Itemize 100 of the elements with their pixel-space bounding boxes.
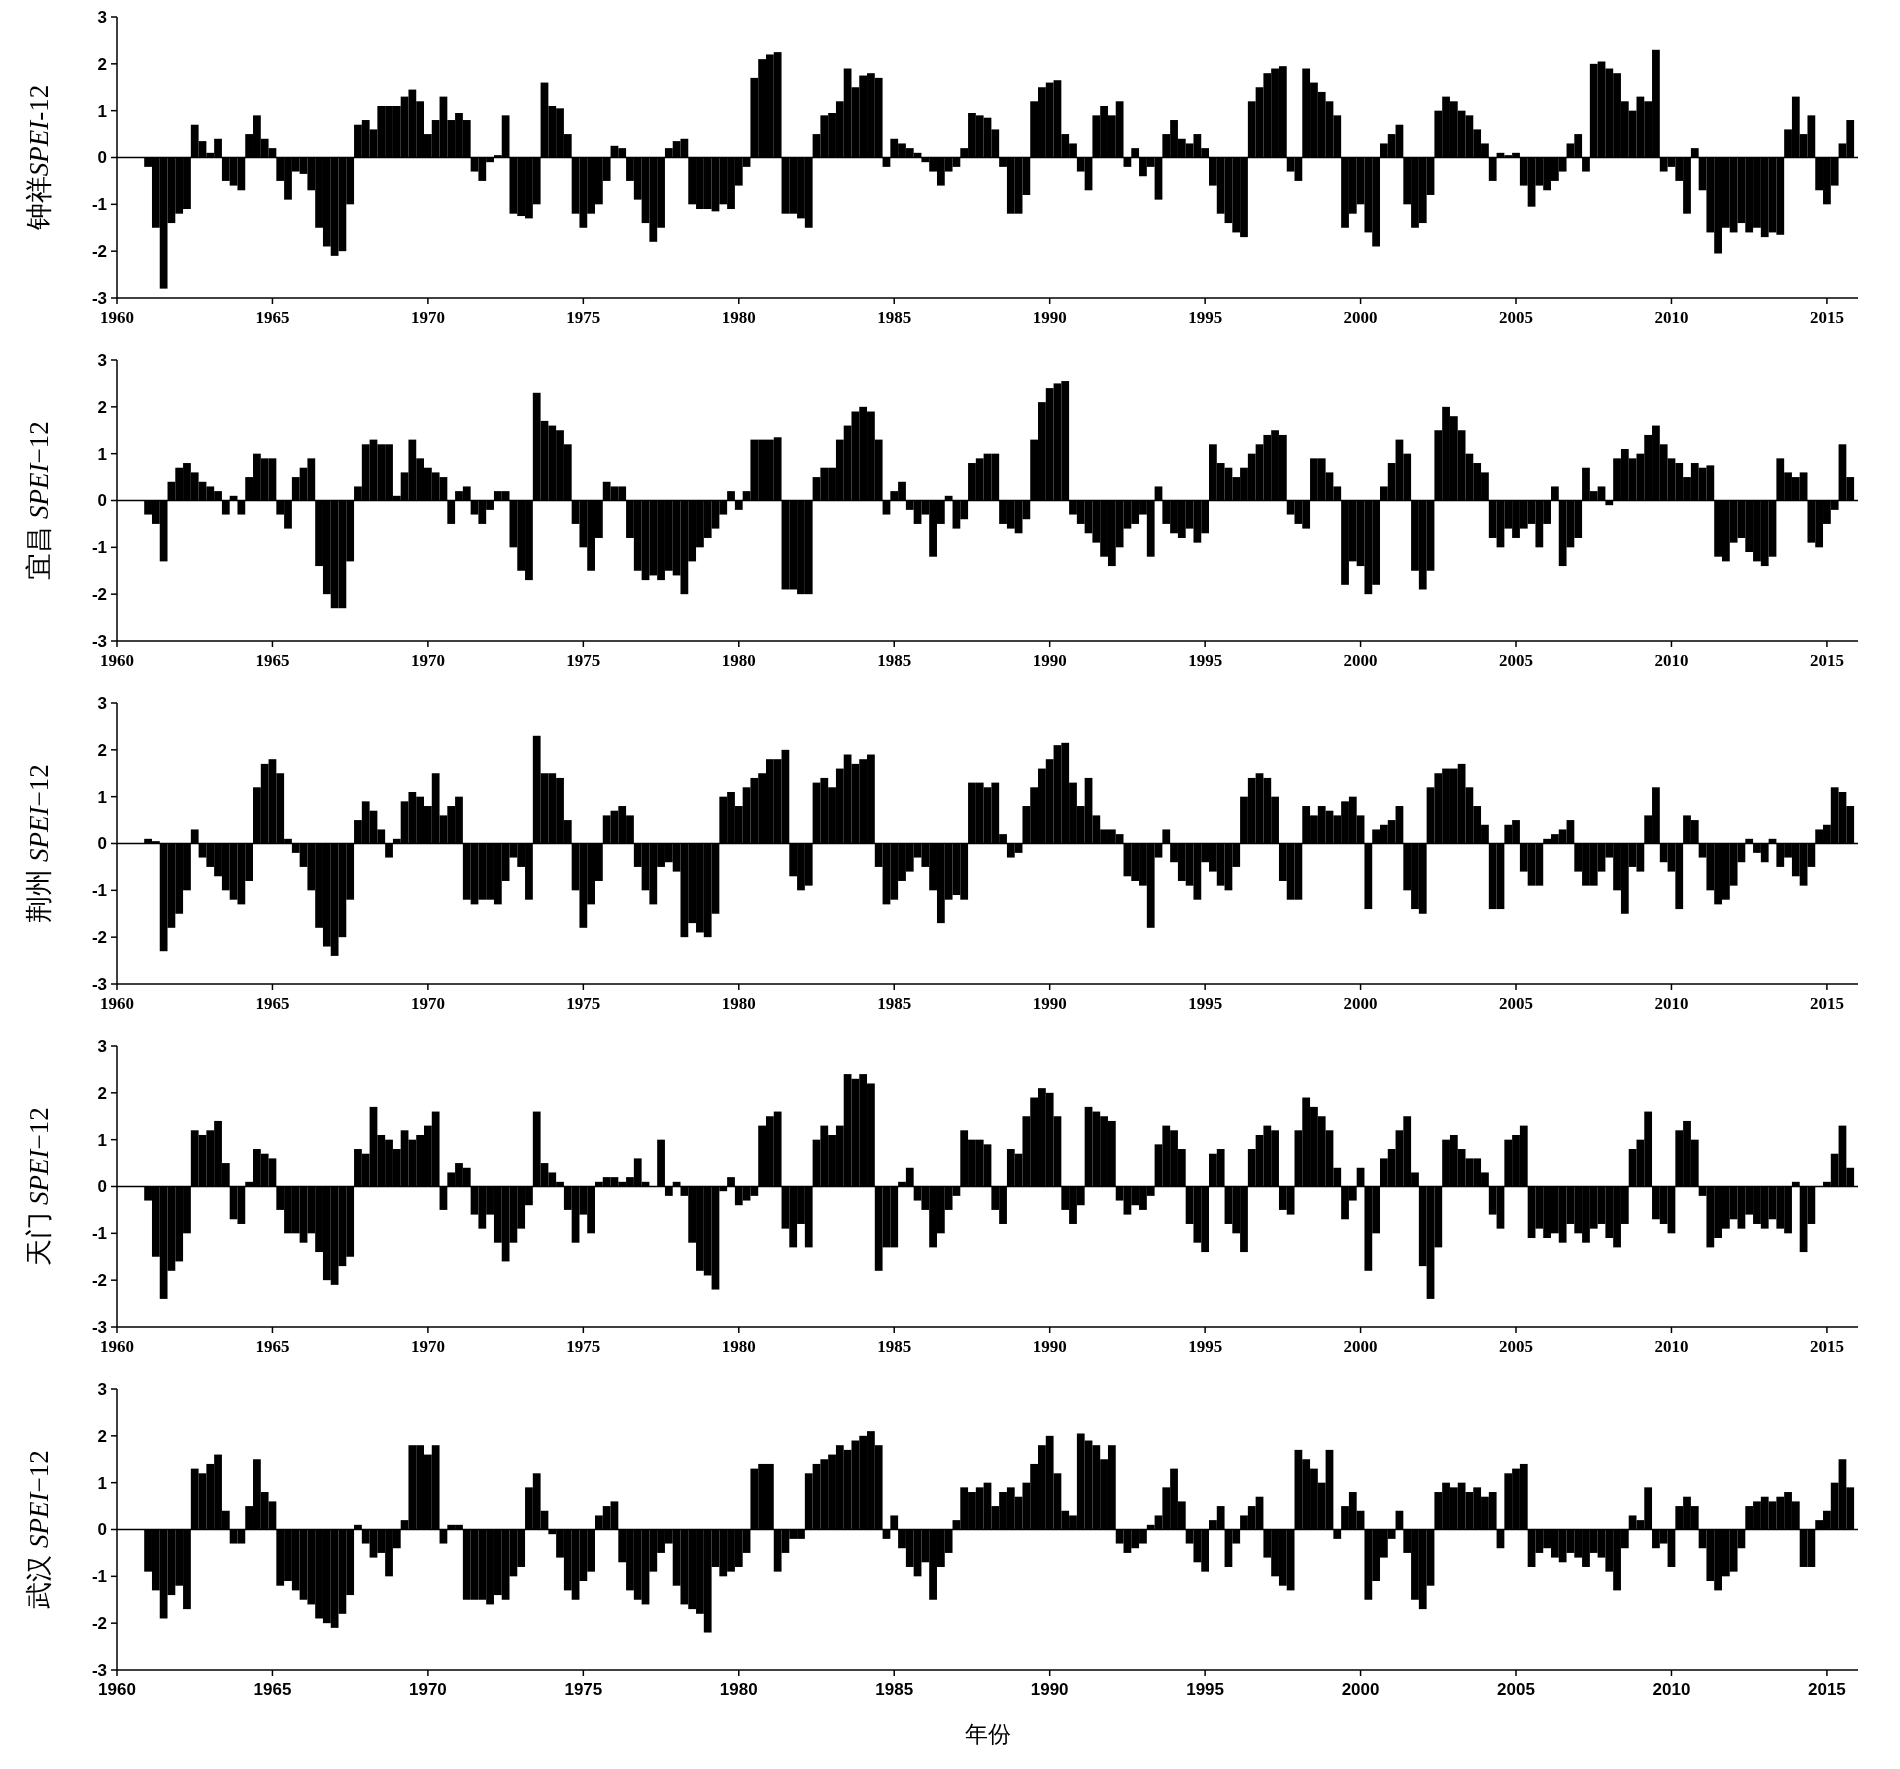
- x-tick-label: 1980: [719, 1680, 758, 1699]
- x-tick-label: 1960: [100, 1337, 134, 1356]
- x-tick-label: 1990: [1032, 994, 1067, 1013]
- x-tick-label: 1980: [721, 308, 756, 327]
- y-tick-label: 0: [97, 1520, 107, 1540]
- x-tick-label: 1990: [1030, 1680, 1069, 1699]
- x-tick-label: 2005: [1499, 994, 1534, 1013]
- y-tick-label: -2: [91, 585, 107, 605]
- y-tick-label: -3: [91, 1660, 107, 1680]
- x-tick-label: 2005: [1499, 1337, 1534, 1356]
- x-tick-label: 2000: [1341, 1680, 1380, 1699]
- x-tick-label: 1980: [721, 994, 756, 1013]
- y-axis-title: 天门 SPEI−12: [24, 1107, 54, 1266]
- x-tick-label: 1985: [877, 651, 912, 670]
- x-tick-label: 1965: [255, 994, 290, 1013]
- x-tick-label: 2005: [1497, 1680, 1535, 1699]
- y-tick-label: 2: [97, 740, 107, 760]
- y-tick-label: -2: [91, 242, 107, 262]
- y-axis-title: 荆州 SPEI−12: [24, 764, 54, 923]
- y-tick-label: -2: [91, 1271, 107, 1291]
- y-tick-label: 2: [97, 1083, 107, 1103]
- x-tick-label: 1995: [1186, 1680, 1225, 1699]
- y-tick-label: 2: [97, 54, 107, 74]
- y-tick-label: 3: [97, 1379, 107, 1399]
- y-tick-label: 2: [97, 397, 107, 417]
- x-tick-label: 2010: [1654, 308, 1689, 327]
- y-tick-label: -3: [91, 631, 107, 651]
- x-tick-label: 1970: [408, 1680, 447, 1699]
- x-tick-label: 1985: [877, 308, 912, 327]
- y-tick-label: 0: [97, 148, 107, 168]
- x-tick-label: 1975: [564, 1680, 603, 1699]
- y-tick-label: -1: [91, 1567, 107, 1587]
- y-tick-label: -2: [91, 1614, 107, 1634]
- x-tick-label: 1995: [1188, 1337, 1223, 1356]
- x-tick-label: 1960: [100, 308, 134, 327]
- y-tick-label: 3: [97, 693, 107, 713]
- x-tick-label: 2010: [1654, 994, 1689, 1013]
- y-tick-label: -1: [91, 881, 107, 901]
- x-tick-label: 2010: [1654, 651, 1689, 670]
- x-tick-label: 1995: [1188, 308, 1223, 327]
- x-tick-label: 1965: [255, 651, 290, 670]
- x-tick-label: 1990: [1032, 1337, 1067, 1356]
- y-tick-label: 0: [97, 491, 107, 511]
- x-axis-title: 年份: [964, 1722, 1011, 1747]
- y-tick-label: 3: [97, 350, 107, 370]
- y-tick-label: 1: [97, 444, 107, 464]
- x-tick-label: 1975: [566, 1337, 601, 1356]
- y-tick-label: 3: [97, 7, 107, 27]
- y-tick-label: -3: [91, 1317, 107, 1337]
- x-tick-label: 1960: [100, 994, 134, 1013]
- y-tick-label: 0: [97, 1177, 107, 1197]
- y-tick-label: -1: [91, 538, 107, 558]
- x-tick-label: 2010: [1654, 1337, 1689, 1356]
- x-tick-label: 1985: [875, 1680, 914, 1699]
- y-tick-label: 1: [97, 1473, 107, 1493]
- y-tick-label: -3: [91, 288, 107, 308]
- x-tick-label: 2015: [1809, 651, 1844, 670]
- x-tick-label: 1960: [100, 651, 134, 670]
- y-axis-title: 钟祥SPEI-12: [24, 84, 54, 232]
- x-tick-label: 1965: [255, 1337, 290, 1356]
- y-tick-label: 1: [97, 1130, 107, 1150]
- x-tick-label: 1970: [410, 994, 445, 1013]
- x-tick-label: 1985: [877, 994, 912, 1013]
- x-tick-label: 2015: [1809, 994, 1844, 1013]
- x-tick-label: 1980: [721, 1337, 756, 1356]
- x-tick-label: 2000: [1343, 994, 1378, 1013]
- x-tick-label: 2005: [1499, 651, 1534, 670]
- x-tick-label: 1995: [1188, 651, 1223, 670]
- x-tick-label: 1975: [566, 308, 601, 327]
- x-tick-label: 2000: [1343, 1337, 1378, 1356]
- y-tick-label: 3: [97, 1036, 107, 1056]
- x-tick-label: 2015: [1808, 1680, 1846, 1699]
- y-tick-label: -1: [91, 195, 107, 215]
- x-tick-label: 1995: [1188, 994, 1223, 1013]
- x-tick-label: 2005: [1499, 308, 1534, 327]
- x-tick-label: 1985: [877, 1337, 912, 1356]
- y-tick-label: 0: [97, 834, 107, 854]
- y-tick-label: -1: [91, 1224, 107, 1244]
- x-tick-label: 1970: [410, 308, 445, 327]
- x-tick-label: 1975: [566, 994, 601, 1013]
- x-tick-label: 1965: [253, 1680, 292, 1699]
- x-tick-label: 1970: [410, 1337, 445, 1356]
- y-axis-title: 宜昌 SPEI−12: [24, 421, 54, 580]
- x-tick-label: 1990: [1032, 651, 1067, 670]
- x-tick-label: 1990: [1032, 308, 1067, 327]
- x-tick-label: 2000: [1343, 308, 1378, 327]
- y-tick-label: 2: [97, 1426, 107, 1446]
- y-axis-title: 武汉 SPEI−12: [24, 1450, 54, 1609]
- x-tick-label: 1965: [255, 308, 290, 327]
- x-tick-label: 2010: [1652, 1680, 1691, 1699]
- x-tick-label: 1975: [566, 651, 601, 670]
- x-tick-label: 2015: [1809, 1337, 1844, 1356]
- x-tick-label: 2000: [1343, 651, 1378, 670]
- y-tick-label: 1: [97, 101, 107, 121]
- y-tick-label: -3: [91, 974, 107, 994]
- x-tick-label: 1980: [721, 651, 756, 670]
- x-tick-label: 1960: [98, 1680, 136, 1699]
- x-tick-label: 1970: [410, 651, 445, 670]
- y-tick-label: -2: [91, 928, 107, 948]
- x-tick-label: 2015: [1809, 308, 1844, 327]
